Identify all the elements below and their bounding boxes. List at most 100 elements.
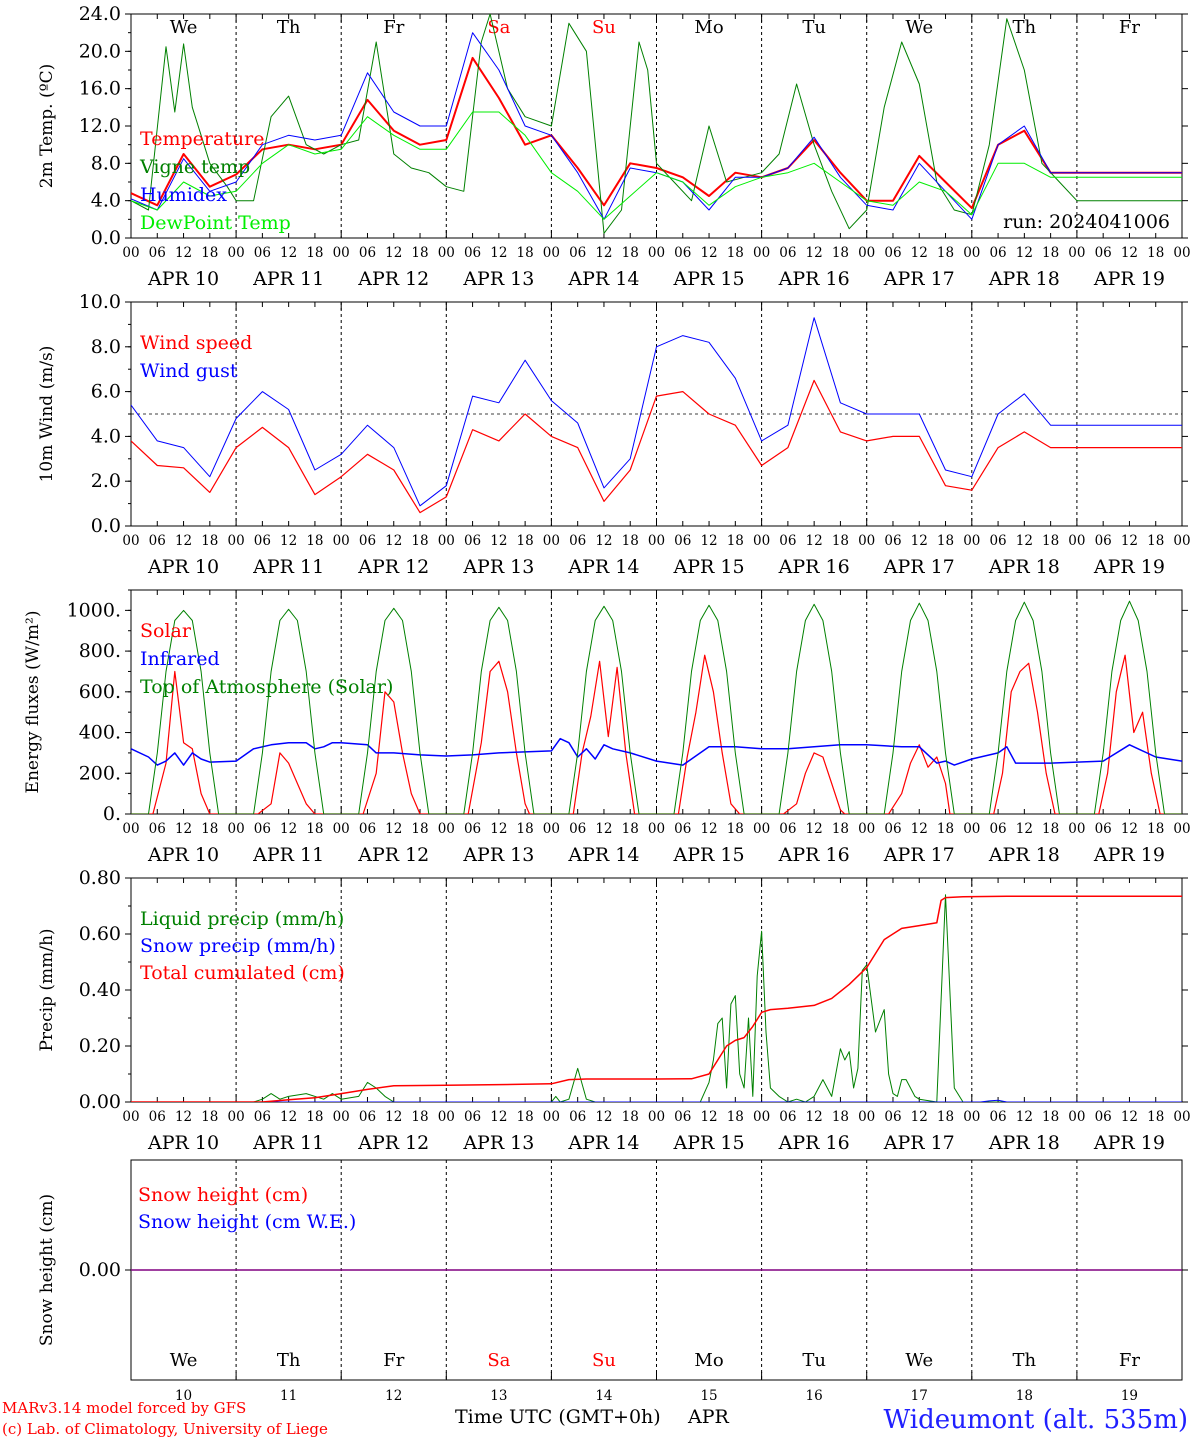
hour-tick-label: 12 <box>595 1109 612 1125</box>
date-label: APR 11 <box>252 1132 324 1154</box>
y-tick-label: 400. <box>79 722 121 744</box>
hour-tick-label: 06 <box>779 1109 796 1125</box>
station-label: Wideumont (alt. 535m) <box>884 1405 1188 1435</box>
hour-tick-label: 12 <box>700 821 717 837</box>
hour-tick-label: 12 <box>806 533 823 549</box>
hour-tick-label: 18 <box>201 821 218 837</box>
y-tick-label: 4.0 <box>91 425 121 447</box>
model-credit: MARv3.14 model forced by GFS <box>2 1399 246 1417</box>
y-tick-label: 20.0 <box>79 40 121 62</box>
hour-tick-label: 18 <box>622 821 639 837</box>
hour-tick-label: 00 <box>648 1109 665 1125</box>
hour-tick-label: 06 <box>569 245 586 261</box>
date-label: APR 15 <box>673 556 745 578</box>
hour-tick-label: 18 <box>411 245 428 261</box>
series-line <box>131 895 1182 1102</box>
date-label: APR 16 <box>778 556 850 578</box>
hour-tick-label: 18 <box>306 821 323 837</box>
hour-tick-label: 00 <box>963 1109 980 1125</box>
hour-tick-label: 00 <box>858 1109 875 1125</box>
hour-tick-label: 12 <box>280 245 297 261</box>
hour-tick-label: 00 <box>543 533 560 549</box>
legend-entry: Liquid precip (mm/h) <box>140 908 344 930</box>
hour-tick-label: 06 <box>569 821 586 837</box>
date-label: APR 13 <box>462 1132 534 1154</box>
hour-tick-label: 06 <box>254 245 271 261</box>
footer: MARv3.14 model forced by GFS (c) Lab. of… <box>2 1399 1188 1438</box>
hour-tick-label: 00 <box>1173 533 1190 549</box>
hour-tick-label: 00 <box>1173 821 1190 837</box>
hour-tick-label: 12 <box>595 533 612 549</box>
hour-tick-label: 18 <box>1147 245 1164 261</box>
date-label: APR 14 <box>567 556 639 578</box>
hour-tick-label: 06 <box>1095 533 1112 549</box>
hour-tick-label: 18 <box>832 821 849 837</box>
hour-tick-label: 06 <box>569 533 586 549</box>
y-axis-label: Energy fluxes (W/m²) <box>23 611 43 794</box>
date-label: APR 12 <box>357 556 429 578</box>
hour-tick-label: 00 <box>1173 1109 1190 1125</box>
y-tick-label: 2.0 <box>91 470 121 492</box>
hour-tick-label: 00 <box>753 533 770 549</box>
date-label: APR 10 <box>147 556 219 578</box>
day-number-label: 17 <box>911 1388 928 1404</box>
series-line <box>131 379 1182 514</box>
hour-tick-label: 18 <box>832 245 849 261</box>
hour-tick-label: 18 <box>622 245 639 261</box>
hour-tick-label: 18 <box>727 245 744 261</box>
y-tick-label: 0.00 <box>79 1091 121 1113</box>
panel-4: 0.00 0.20 0.40 0.60 0.80 Precip (mm/h) 00 06 12 1… <box>37 867 1191 1154</box>
month-label: APR <box>687 1406 730 1428</box>
day-name-label: Tu <box>802 17 826 38</box>
y-tick-label: 1000. <box>67 599 121 621</box>
date-label: APR 15 <box>673 844 745 866</box>
day-number-label: 15 <box>700 1388 717 1404</box>
y-tick-label: 0.0 <box>91 515 121 537</box>
day-name-label: Tu <box>802 1350 826 1371</box>
day-name-label: We <box>170 1350 198 1371</box>
hour-tick-label: 00 <box>438 1109 455 1125</box>
date-label: APR 16 <box>778 1132 850 1154</box>
y-tick-label: 0.60 <box>79 923 121 945</box>
legend-entry: Humidex <box>140 184 227 206</box>
date-label: APR 14 <box>567 1132 639 1154</box>
hour-tick-label: 06 <box>464 533 481 549</box>
hour-tick-label: 18 <box>517 533 534 549</box>
hour-tick-label: 06 <box>779 533 796 549</box>
hour-tick-label: 00 <box>122 821 139 837</box>
day-number-label: 12 <box>385 1388 402 1404</box>
hour-tick-label: 18 <box>727 821 744 837</box>
hour-tick-label: 06 <box>884 821 901 837</box>
series-group <box>131 894 1182 1102</box>
hour-tick-label: 12 <box>595 821 612 837</box>
date-label: APR 16 <box>778 268 850 290</box>
date-label: APR 17 <box>883 268 955 290</box>
hour-tick-label: 18 <box>517 821 534 837</box>
hour-tick-label: 06 <box>1095 245 1112 261</box>
hour-tick-label: 18 <box>622 1109 639 1125</box>
date-label: APR 10 <box>147 1132 219 1154</box>
date-label: APR 12 <box>357 1132 429 1154</box>
hour-tick-label: 12 <box>490 533 507 549</box>
date-label: APR 19 <box>1093 268 1165 290</box>
date-label: APR 13 <box>462 268 534 290</box>
day-name-label: Fr <box>383 17 404 38</box>
series-line <box>131 600 1182 814</box>
hour-tick-label: 12 <box>385 245 402 261</box>
hour-tick-label: 00 <box>228 533 245 549</box>
hour-tick-label: 18 <box>832 533 849 549</box>
series-line <box>131 654 1182 814</box>
hour-tick-label: 12 <box>1121 821 1138 837</box>
hour-tick-label: 12 <box>806 1109 823 1125</box>
hour-tick-label: 06 <box>464 821 481 837</box>
y-axis-label: Precip (mm/h) <box>37 928 57 1051</box>
hour-tick-label: 12 <box>1016 245 1033 261</box>
hour-tick-label: 06 <box>149 245 166 261</box>
hour-tick-label: 12 <box>1121 1109 1138 1125</box>
hour-tick-label: 12 <box>280 533 297 549</box>
date-label: APR 17 <box>883 844 955 866</box>
date-label: APR 18 <box>988 844 1060 866</box>
y-tick-label: 8.0 <box>91 152 121 174</box>
date-label: APR 19 <box>1093 1132 1165 1154</box>
hour-tick-label: 00 <box>333 245 350 261</box>
